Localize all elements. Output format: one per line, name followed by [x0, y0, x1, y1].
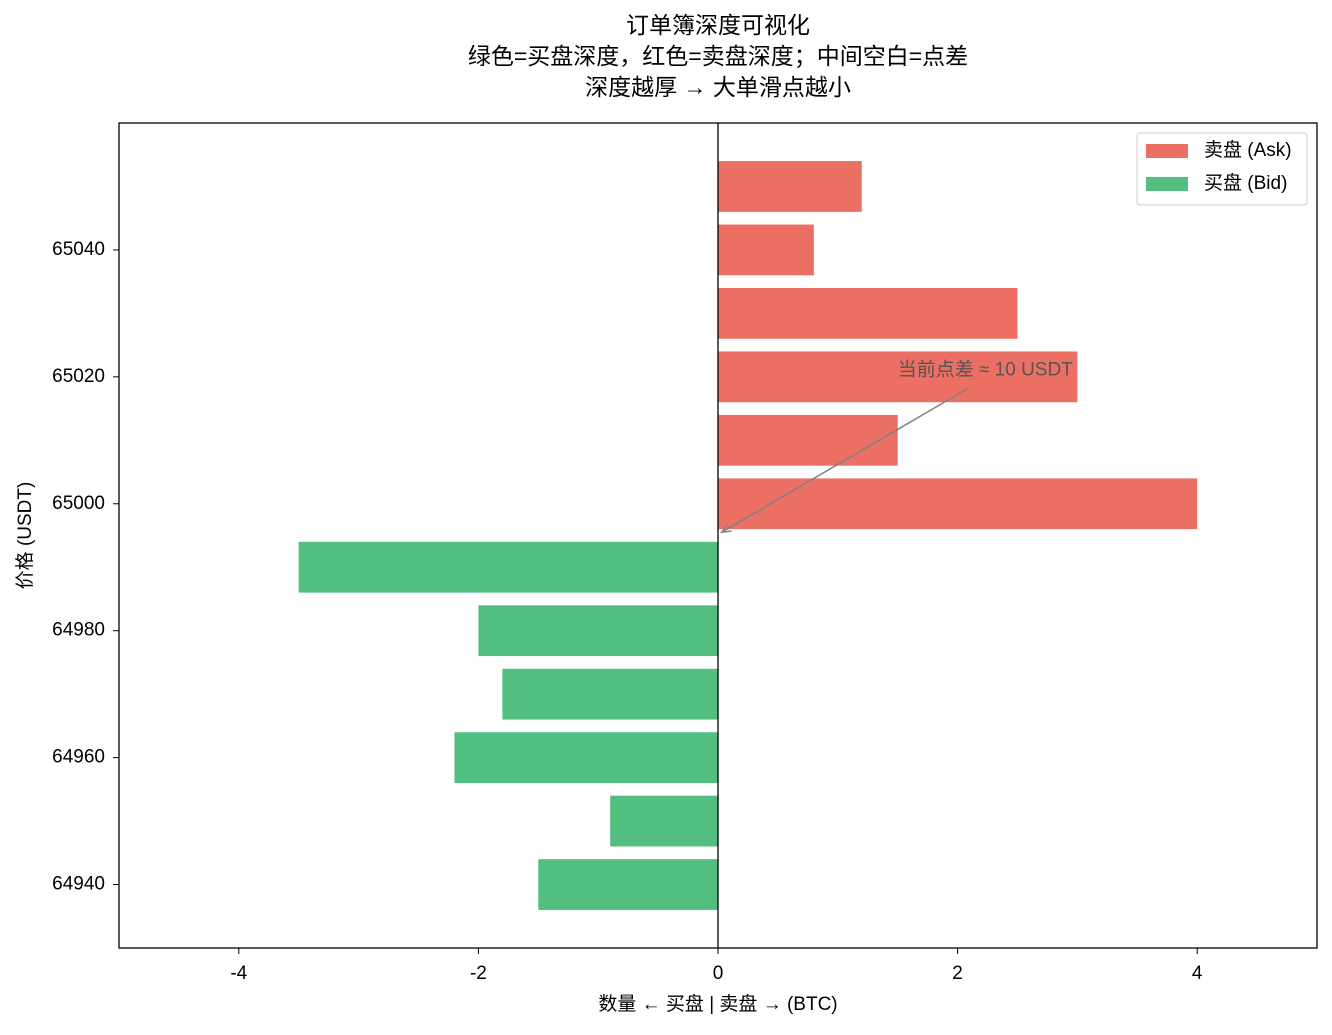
y-tick-label: 65020: [52, 366, 105, 387]
annotation-arrowhead: [719, 523, 732, 534]
y-tick-label: 65000: [52, 493, 105, 514]
bar: [478, 605, 718, 657]
y-tick-label: 64940: [52, 874, 105, 895]
y-tick-label: 64960: [52, 747, 105, 768]
bar: [502, 668, 718, 720]
bar: [718, 414, 898, 466]
legend-swatch: [1146, 144, 1188, 158]
bar: [538, 859, 718, 910]
y-tick-label: 65040: [52, 239, 105, 260]
bar: [718, 478, 1198, 530]
legend-label: 卖盘 (Ask): [1204, 139, 1292, 161]
x-tick-label: 0: [713, 963, 724, 984]
x-tick-label: -4: [230, 963, 247, 984]
legend-label: 买盘 (Bid): [1204, 172, 1287, 194]
legend-swatch: [1146, 177, 1188, 191]
bar: [718, 288, 1018, 339]
x-axis-label: 数量 ← 买盘 | 卖盘 → (BTC): [598, 993, 837, 1015]
bar: [298, 541, 718, 593]
x-tick-label: 4: [1192, 963, 1203, 984]
y-tick-label: 64980: [52, 620, 105, 641]
chart-title: 绿色=买盘深度，红色=卖盘深度；中间空白=点差: [468, 43, 968, 69]
bar: [718, 161, 862, 212]
x-tick-label: 2: [952, 963, 963, 984]
annotation-arrow: [721, 387, 969, 533]
chart-title: 深度越厚 → 大单滑点越小: [585, 74, 851, 100]
bar: [454, 732, 718, 783]
annotation-text: 当前点差 ≈ 10 USDT: [898, 359, 1074, 381]
chart-title: 订单簿深度可视化: [626, 12, 810, 38]
y-axis-label: 价格 (USDT): [14, 482, 36, 590]
bar: [610, 795, 718, 847]
bar: [718, 224, 814, 276]
x-tick-label: -2: [470, 963, 487, 984]
bar: [718, 351, 1078, 403]
